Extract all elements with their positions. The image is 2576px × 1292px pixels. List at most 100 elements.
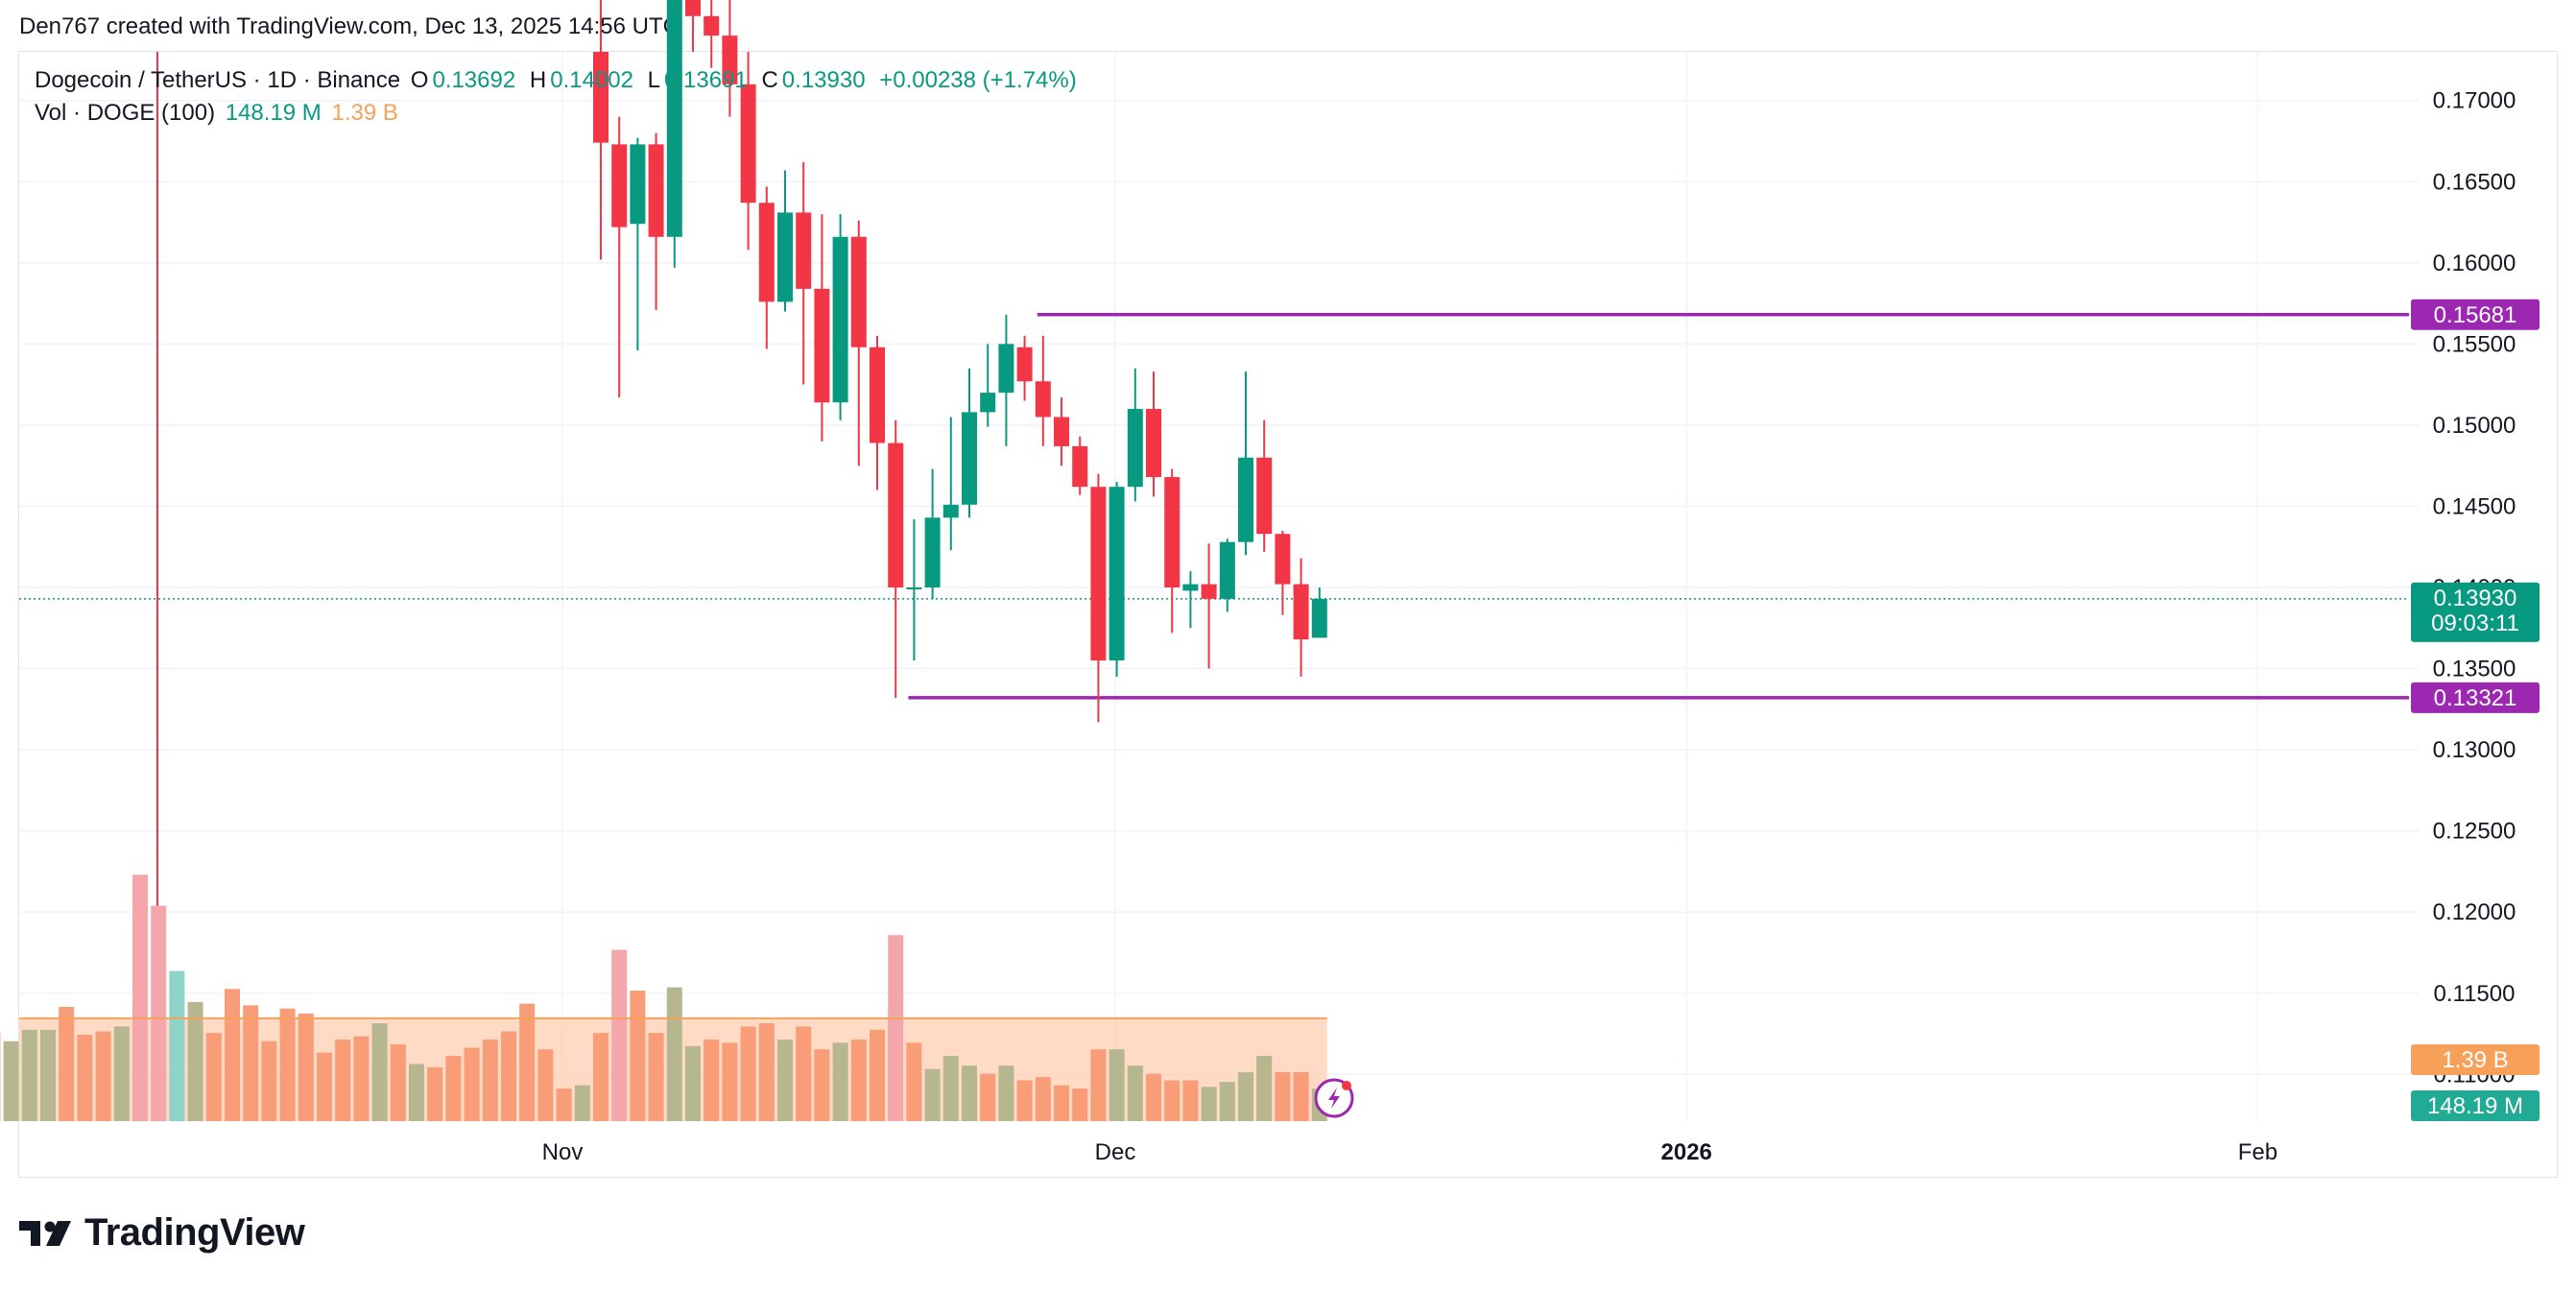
candle-body xyxy=(1016,347,1033,382)
volume-bar xyxy=(353,1036,370,1121)
candle-body xyxy=(722,36,738,84)
volume-bar xyxy=(924,1068,941,1121)
volume-bar xyxy=(980,1073,996,1121)
volume-bar xyxy=(1201,1087,1217,1121)
candle-body xyxy=(758,203,775,302)
volume-bar xyxy=(519,1003,536,1121)
volume-bar xyxy=(317,1052,332,1121)
volume-bar xyxy=(1219,1082,1235,1121)
volume-bar xyxy=(593,1033,608,1121)
level-price-badge-text: 0.15681 xyxy=(2434,302,2517,328)
candle-body xyxy=(1201,584,1217,599)
volume-bar xyxy=(113,1026,130,1121)
symbol-legend[interactable]: Dogecoin / TetherUS · 1D · Binance O 0.13… xyxy=(35,67,1081,94)
volume-bar xyxy=(243,1005,259,1121)
symbol-title: Dogecoin / TetherUS · 1D · Binance xyxy=(35,67,401,93)
tradingview-logo[interactable]: TradingView xyxy=(19,1211,305,1255)
candles xyxy=(593,0,1327,723)
volume-bar xyxy=(335,1040,351,1121)
candle-body xyxy=(777,212,793,302)
volume-bar xyxy=(722,1042,738,1121)
candle-body xyxy=(870,347,885,443)
time-axis-label: Nov xyxy=(542,1139,584,1165)
time-axis-label: Dec xyxy=(1095,1139,1136,1165)
chart-attribution: Den767 created with TradingView.com, Dec… xyxy=(19,13,680,39)
volume-bar xyxy=(225,989,240,1121)
volume-bar xyxy=(888,935,904,1121)
chart-canvas[interactable]: 0.17000 0.16500 0.16000 0.15500 0.15000 0.145… xyxy=(0,0,2576,1190)
time-axis-label: 2026 xyxy=(1661,1139,1712,1165)
price-axis: 0.17000 0.16500 0.16000 0.15500 0.15000 0.145… xyxy=(2433,88,2516,1089)
candle-body xyxy=(814,288,830,403)
candle-body xyxy=(1072,445,1088,488)
candle-body xyxy=(1182,584,1199,591)
volume-legend[interactable]: Vol · DOGE (100) 148.19 M 1.39 B xyxy=(35,100,402,127)
price-axis-label: 0.12500 xyxy=(2433,819,2516,845)
volume-bar xyxy=(832,1042,848,1121)
price-axis-label: 0.15500 xyxy=(2433,331,2516,357)
volume-bar xyxy=(685,1045,701,1121)
volume-bar xyxy=(132,874,148,1121)
volume-bar xyxy=(298,1013,314,1121)
candle-body xyxy=(666,0,682,237)
candle-body xyxy=(1275,534,1291,585)
volume-bar xyxy=(704,1040,720,1121)
candle-body xyxy=(906,587,922,590)
candle-body xyxy=(796,212,812,289)
volume-bar xyxy=(1275,1072,1291,1121)
volume-bar xyxy=(537,1049,554,1121)
last-price-badge xyxy=(2411,582,2540,642)
volume-bar xyxy=(740,1026,756,1121)
chart-frame[interactable] xyxy=(18,51,2558,1178)
ohlc-low: L 0.13691 xyxy=(647,67,748,93)
candle-body xyxy=(593,52,608,143)
volume-value: 148.19 M xyxy=(225,100,322,126)
candle-body xyxy=(1127,409,1143,488)
volume-bar xyxy=(40,1029,56,1121)
price-axis-label: 0.12000 xyxy=(2433,899,2516,925)
candle-body xyxy=(980,393,996,413)
time-axis-label: Feb xyxy=(2238,1139,2278,1165)
candle-body xyxy=(1293,584,1309,640)
ohlc-high: H 0.14002 xyxy=(529,67,633,93)
volume-bar xyxy=(151,905,167,1121)
level-price-badge xyxy=(2411,682,2540,713)
volume-bar xyxy=(796,1026,812,1121)
candle-body xyxy=(1164,477,1181,588)
volume-bar xyxy=(870,1029,885,1121)
volume-bar xyxy=(962,1065,977,1121)
volume-bar xyxy=(59,1007,75,1121)
price-axis-label: 0.17000 xyxy=(2433,88,2516,114)
candle-body xyxy=(704,15,720,36)
volume-bar xyxy=(574,1085,590,1121)
volume-bar xyxy=(409,1064,424,1121)
volume-bar xyxy=(1090,1049,1107,1121)
volume-bar xyxy=(205,1033,222,1121)
volume-bar xyxy=(95,1031,111,1121)
level-price-badge xyxy=(2411,299,2540,330)
price-axis-label: 0.15000 xyxy=(2433,413,2516,439)
price-axis-label: 0.16000 xyxy=(2433,251,2516,276)
candle-body xyxy=(924,517,941,588)
volume-pane xyxy=(0,874,1327,1121)
candle-body xyxy=(998,344,1014,394)
price-axis-label: 0.13500 xyxy=(2433,657,2516,682)
volume-bar xyxy=(1035,1077,1051,1121)
candle-body xyxy=(888,443,904,588)
volume-title: Vol · DOGE (100) xyxy=(35,100,216,126)
lightning-icon-bolt xyxy=(1328,1088,1340,1109)
volume-bar xyxy=(1127,1065,1143,1121)
volume-bar xyxy=(3,1041,19,1121)
volume-bar xyxy=(556,1089,572,1121)
candle-body xyxy=(1054,417,1069,446)
volume-bar xyxy=(187,1001,203,1121)
ohlc-open: O 0.13692 xyxy=(410,67,516,93)
volume-bar xyxy=(758,1023,775,1121)
volume-ma-value: 1.39 B xyxy=(331,100,398,126)
volume-bar xyxy=(942,1056,959,1121)
last-price-badge-text: 09:03:11 xyxy=(2431,610,2519,636)
volume-bar xyxy=(1164,1080,1181,1121)
candle-body xyxy=(850,236,867,347)
candle-body xyxy=(611,144,628,227)
